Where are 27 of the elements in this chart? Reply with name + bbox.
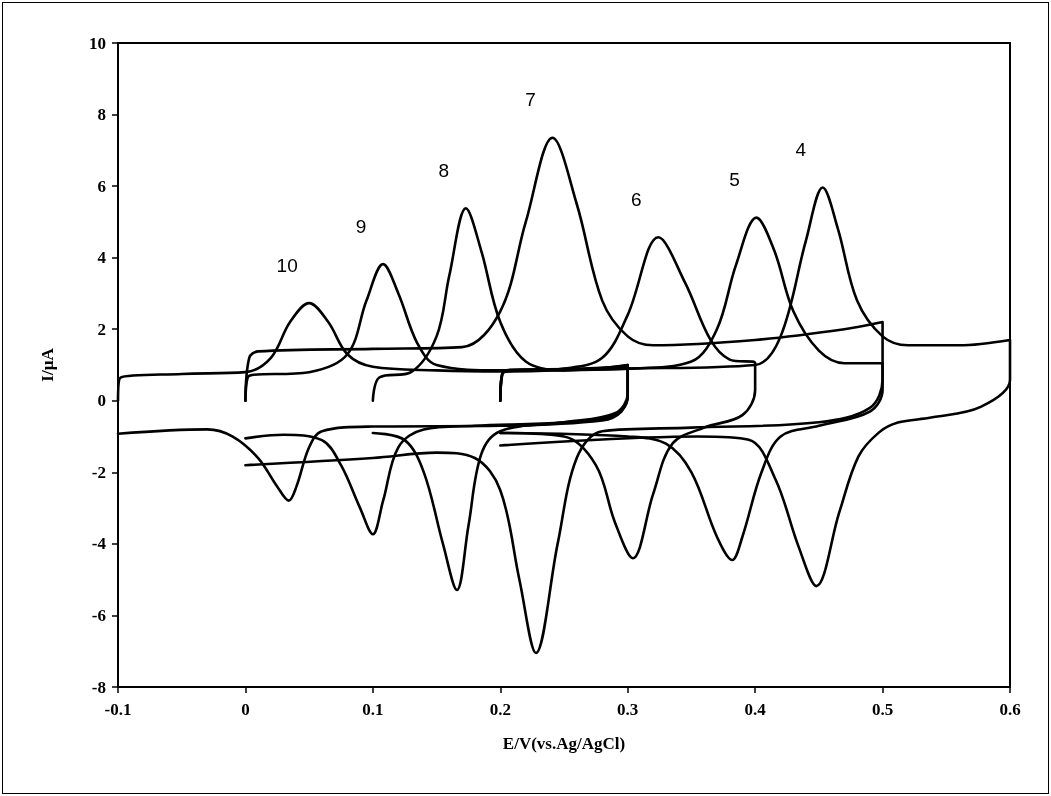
x-tick-label: 0.1 bbox=[362, 700, 384, 719]
x-tick-label: 0.3 bbox=[617, 700, 639, 719]
y-tick-label: 2 bbox=[97, 319, 106, 339]
annotation: 4 bbox=[795, 139, 807, 161]
y-tick-label: -6 bbox=[91, 605, 106, 625]
x-tick-label: 0.5 bbox=[871, 700, 894, 719]
x-tick-label: 0.4 bbox=[744, 700, 767, 719]
annotation: 8 bbox=[438, 159, 450, 181]
x-tick-label: 0.2 bbox=[489, 700, 511, 719]
y-tick-label: -2 bbox=[91, 462, 106, 482]
x-tick-label: -0.1 bbox=[104, 700, 132, 719]
annotation: 7 bbox=[525, 89, 536, 111]
y-tick-label: 0 bbox=[97, 391, 106, 411]
annotation: 6 bbox=[631, 188, 642, 210]
annotation: 10 bbox=[276, 254, 298, 276]
y-tick-label: 6 bbox=[97, 176, 106, 196]
y-tick-label: -4 bbox=[91, 534, 107, 554]
y-axis-title: I/µA bbox=[38, 347, 57, 382]
y-tick-label: 4 bbox=[97, 248, 107, 268]
annotation: 9 bbox=[355, 215, 367, 237]
annotation: 5 bbox=[729, 169, 740, 191]
y-tick-label: -8 bbox=[91, 677, 106, 697]
y-tick-label: 10 bbox=[89, 33, 106, 53]
x-axis-title: E/V(vs.Ag/AgCl) bbox=[502, 734, 626, 753]
y-tick-label: 8 bbox=[97, 105, 106, 125]
x-tick-label: 0 bbox=[241, 700, 250, 719]
x-tick-label: 0.6 bbox=[999, 700, 1021, 719]
